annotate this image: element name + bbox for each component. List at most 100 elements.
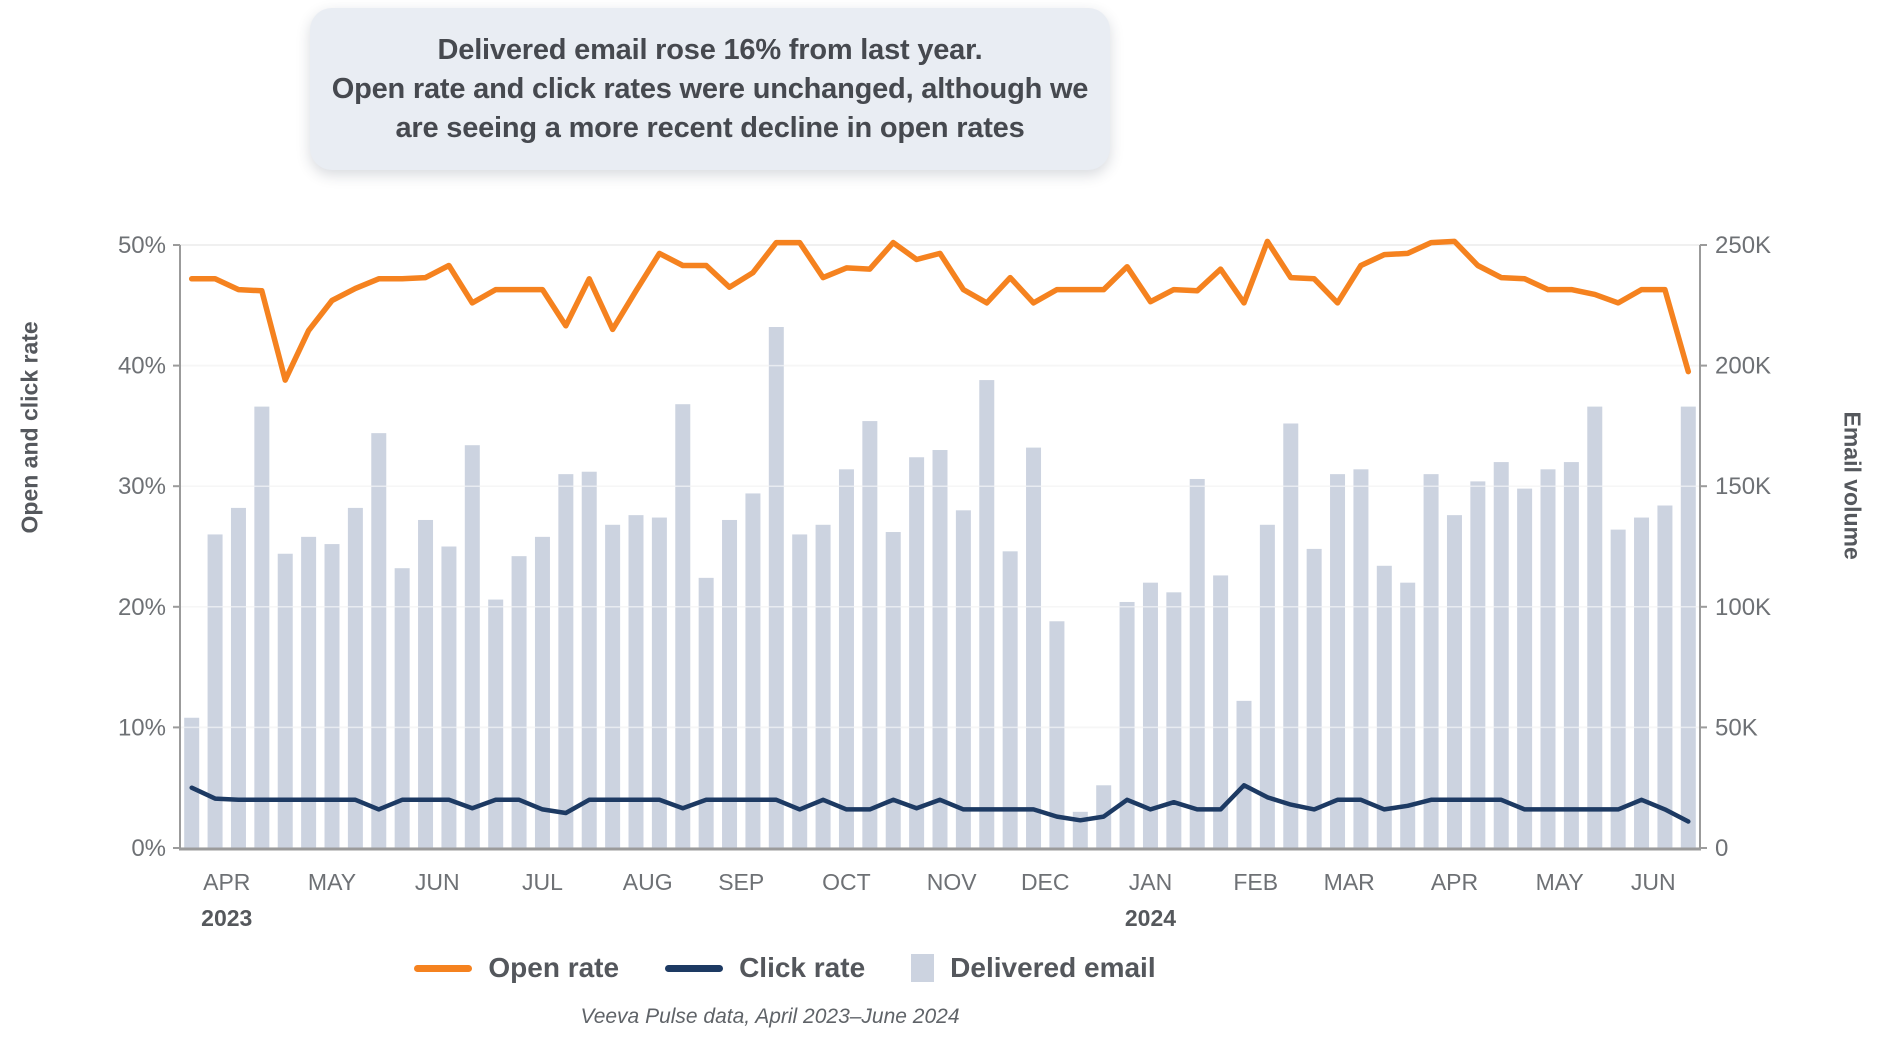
bar-delivered-email	[1166, 592, 1182, 848]
bar-delivered-email	[347, 507, 363, 848]
bar-delivered-email	[418, 519, 434, 848]
open-rate-line	[188, 238, 1692, 383]
bar-delivered-email	[441, 546, 457, 848]
y-tick-label-left: 20%	[118, 594, 166, 621]
x-tick-label-month: MAY	[1536, 869, 1584, 895]
bar-delivered-email	[230, 507, 246, 848]
bar-delivered-email	[1657, 505, 1673, 848]
x-tick-label-month: OCT	[822, 869, 871, 895]
legend-item-open-rate: Open rate	[414, 952, 619, 984]
bar-delivered-email	[1563, 462, 1579, 848]
bar-delivered-email	[1142, 582, 1158, 848]
bar-delivered-email	[862, 421, 878, 848]
x-tick-label-year: 2024	[1125, 905, 1176, 931]
y-tick-label-left: 10%	[118, 714, 166, 741]
y-tick-label-left: 30%	[118, 473, 166, 500]
legend-label-delivered-email: Delivered email	[950, 952, 1156, 983]
bar-delivered-email	[534, 536, 550, 848]
x-tick-label-month: MAY	[308, 869, 356, 895]
bar-delivered-email	[1376, 565, 1392, 848]
x-tick-label-month: JUN	[1631, 869, 1676, 895]
bar-delivered-email	[1400, 582, 1416, 848]
bar-delivered-email	[581, 471, 597, 848]
bar-delivered-email	[277, 553, 293, 848]
bar-delivered-email	[1119, 601, 1135, 848]
x-tick-label-month: DEC	[1021, 869, 1070, 895]
bar-delivered-email	[1283, 423, 1299, 848]
bar-delivered-email	[955, 510, 971, 848]
bar-delivered-email	[511, 556, 527, 848]
bar-delivered-email	[1423, 474, 1439, 848]
bar-delivered-email	[651, 517, 667, 848]
open-rate-swatch	[414, 964, 473, 972]
chart-legend: Open rate Click rate Delivered email	[0, 952, 1570, 984]
title-line-3: are seeing a more recent decline in open…	[395, 111, 1025, 144]
y-tick-label-left: 0%	[131, 835, 166, 862]
bar-delivered-email	[324, 544, 340, 848]
bar-delivered-email	[184, 717, 200, 848]
x-tick-label-month: APR	[203, 869, 250, 895]
bar-delivered-email	[792, 534, 808, 848]
bar-delivered-email	[1610, 529, 1626, 848]
bar-delivered-email	[1259, 524, 1275, 848]
bar-delivered-email	[675, 404, 691, 848]
x-tick-label-month: JUN	[415, 869, 460, 895]
x-tick-label-month: FEB	[1233, 869, 1278, 895]
bar-delivered-email	[698, 577, 714, 848]
bar-delivered-email	[394, 568, 410, 848]
bar-delivered-email	[1446, 515, 1462, 848]
bar-delivered-email	[1213, 575, 1229, 848]
bar-delivered-email	[1002, 551, 1018, 848]
bar-delivered-email	[254, 406, 270, 848]
bar-delivered-email	[1353, 469, 1369, 848]
bar-delivered-email	[745, 493, 761, 848]
y-tick-label-left: 40%	[118, 353, 166, 380]
bar-delivered-email	[815, 524, 831, 848]
bar-delivered-email	[909, 457, 925, 848]
x-tick-label-month: SEP	[718, 869, 764, 895]
x-tick-label-month: JUL	[522, 869, 563, 895]
click-rate-line	[189, 783, 1691, 824]
legend-item-click-rate: Click rate	[665, 952, 865, 984]
title-callout: Delivered email rose 16% from last year.…	[310, 8, 1110, 170]
title-line-1: Delivered email rose 16% from last year.	[437, 33, 983, 66]
bar-delivered-email	[932, 450, 948, 848]
bar-delivered-email	[768, 327, 784, 848]
bar-delivered-email	[464, 445, 480, 848]
bar-delivered-email	[1634, 517, 1650, 848]
bar-delivered-email	[1517, 488, 1533, 848]
bar-delivered-email	[1330, 474, 1346, 848]
bar-delivered-email	[207, 534, 223, 848]
bar-delivered-email	[558, 474, 574, 848]
click-rate-swatch	[665, 964, 724, 972]
bar-delivered-email	[1026, 447, 1042, 848]
bar-delivered-email	[1049, 621, 1065, 848]
bar-delivered-email	[1306, 548, 1322, 848]
bar-delivered-email	[1493, 462, 1509, 848]
bar-delivered-email	[605, 524, 621, 848]
legend-label-open-rate: Open rate	[488, 952, 620, 983]
y-tick-label-left: 50%	[118, 232, 166, 259]
y-tick-label-right: 150K	[1715, 473, 1771, 500]
bar-delivered-email	[1587, 406, 1603, 848]
y-tick-label-right: 200K	[1715, 353, 1771, 380]
x-tick-label-month: AUG	[623, 869, 673, 895]
x-tick-label-year: 2023	[201, 905, 252, 931]
bar-delivered-email	[838, 469, 854, 848]
bar-delivered-email	[301, 536, 317, 848]
bar-delivered-email	[1470, 481, 1486, 848]
y-tick-label-right: 50K	[1715, 714, 1758, 741]
delivered-email-swatch	[911, 954, 935, 982]
source-caption: Veeva Pulse data, April 2023–June 2024	[580, 1005, 960, 1028]
bar-delivered-email	[722, 519, 738, 848]
y-tick-label-right: 0	[1715, 835, 1728, 862]
bar-delivered-email	[979, 380, 995, 848]
title-line-2: Open rate and click rates were unchanged…	[331, 72, 1089, 105]
x-tick-label-month: APR	[1431, 869, 1478, 895]
bar-delivered-email	[628, 515, 644, 848]
x-tick-label-month: JAN	[1129, 869, 1172, 895]
y-tick-label-right: 100K	[1715, 594, 1771, 621]
bar-delivered-email	[371, 433, 387, 848]
